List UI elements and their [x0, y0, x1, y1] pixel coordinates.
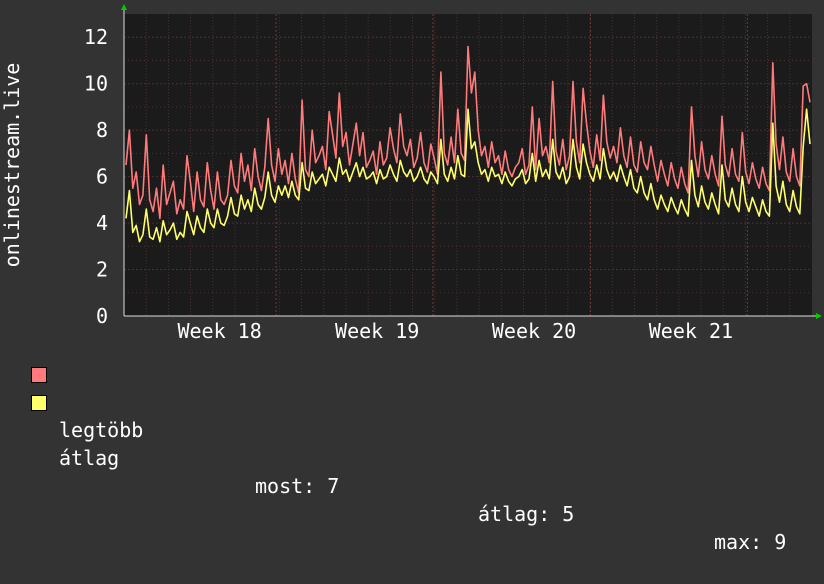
y-axis-arrow [121, 4, 127, 10]
legend-swatch-max [31, 367, 47, 383]
y-tick-labels: 0 2 4 6 8 10 12 [84, 25, 108, 328]
series-layer [125, 45, 811, 243]
x-tick-label: Week 19 [335, 319, 419, 343]
y-tick-label: 12 [84, 25, 108, 49]
x-tick-label: Week 20 [492, 319, 576, 343]
y-tick-label: 8 [96, 118, 108, 142]
x-tick-labels: Week 18 Week 19 Week 20 Week 21 [177, 319, 733, 343]
legend-item-max: legtöbb [0, 360, 143, 442]
y-tick-label: 4 [96, 211, 108, 235]
chart-container: 0 2 4 6 8 10 12 Week 18 Week 19 Week 20 Week 21 o… [0, 4, 824, 554]
series-line-max [125, 45, 811, 220]
stat-average: átlag: 5 [478, 502, 575, 526]
y-tick-label: 10 [84, 72, 108, 96]
y-axis-label: onlinestream.live [0, 63, 24, 268]
x-tick-label: Week 18 [177, 319, 261, 343]
y-tick-label: 0 [96, 304, 108, 328]
line-chart: 0 2 4 6 8 10 12 Week 18 Week 19 Week 20 Week 21 o… [0, 4, 822, 343]
x-axis-arrow [816, 313, 822, 319]
legend-label-avg: átlag [59, 446, 120, 470]
y-tick-label: 2 [96, 258, 108, 282]
stat-current: most: 7 [255, 474, 340, 498]
y-tick-label: 6 [96, 165, 108, 189]
legend-swatch-avg [31, 395, 47, 411]
axes [121, 4, 822, 319]
series-line-avg [125, 108, 811, 243]
x-tick-label: Week 21 [649, 319, 733, 343]
stat-max: max: 9 [714, 530, 787, 554]
legend-item-avg: átlag most: 7 átlag: 5 max: 9 [0, 388, 824, 554]
legend: legtöbb átlag most: 7 átlag: 5 max: 9 [0, 360, 824, 554]
